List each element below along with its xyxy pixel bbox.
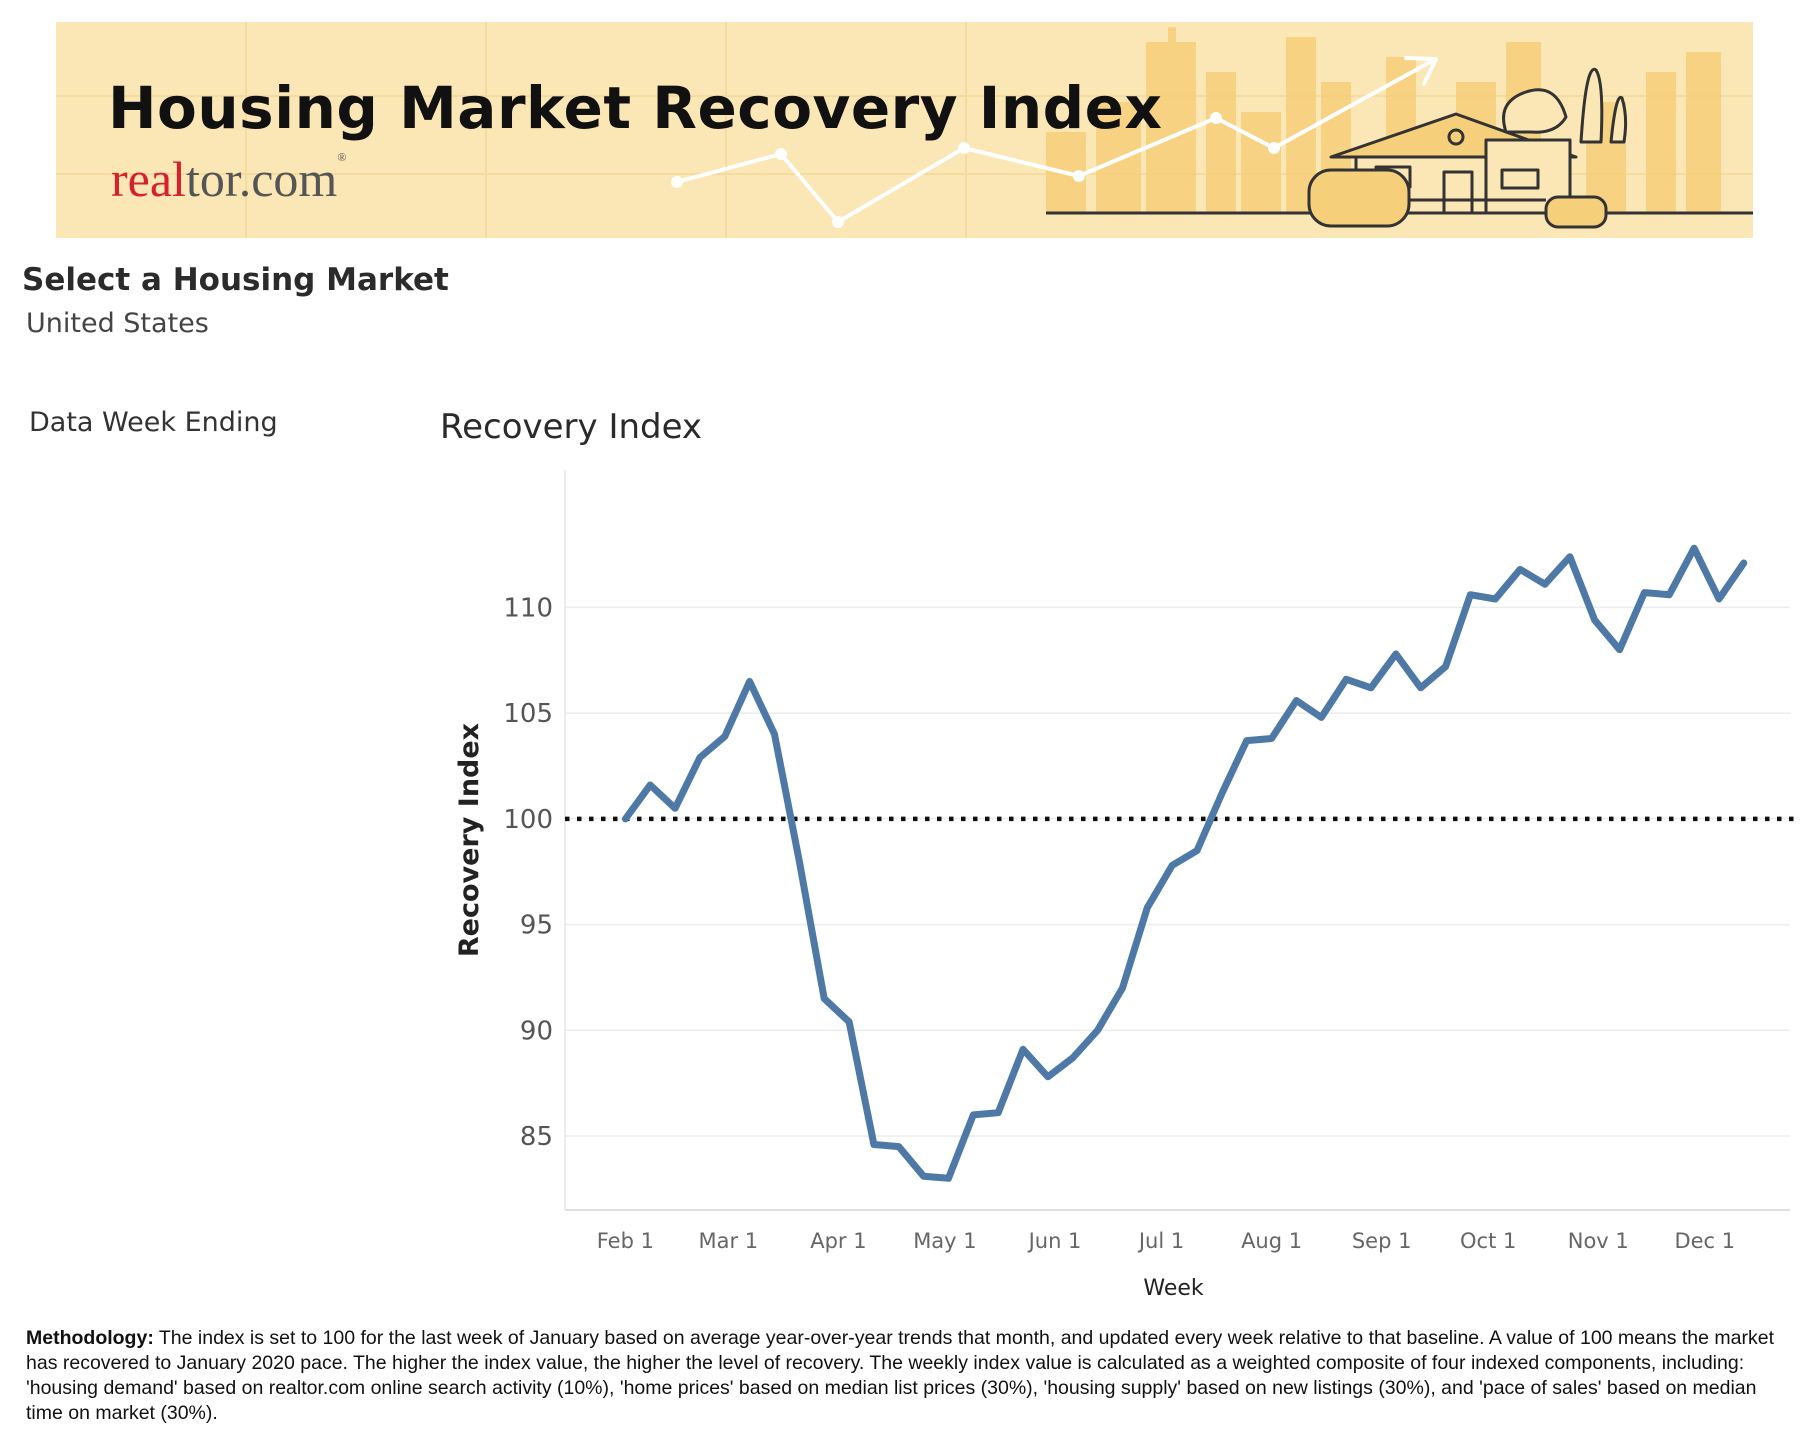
x-tick-label: Jun 1 xyxy=(1027,1229,1082,1253)
market-filter-label: Select a Housing Market xyxy=(22,262,449,298)
y-tick-label: 105 xyxy=(503,699,553,729)
x-tick-label: Oct 1 xyxy=(1460,1229,1516,1253)
banner-title: Housing Market Recovery Index xyxy=(108,74,1163,142)
x-tick-label: Nov 1 xyxy=(1568,1229,1629,1253)
x-axis-label: Week xyxy=(1143,1276,1204,1301)
chart-title: Recovery Index xyxy=(440,407,703,447)
x-tick-label: Sep 1 xyxy=(1352,1229,1412,1253)
x-tick-label: Jul 1 xyxy=(1137,1229,1184,1253)
methodology-note: Methodology: The index is set to 100 for… xyxy=(26,1326,1786,1426)
logo-text-red: real xyxy=(111,151,186,207)
x-tick-label: Dec 1 xyxy=(1674,1229,1735,1253)
y-tick-label: 95 xyxy=(520,911,553,941)
skyline-house-illustration xyxy=(56,22,1753,238)
week-filter-label: Data Week Ending xyxy=(29,407,278,438)
x-tick-label: Feb 1 xyxy=(597,1229,654,1253)
realtor-logo[interactable]: realtor.com® xyxy=(111,150,346,208)
y-tick-label: 100 xyxy=(503,805,553,835)
x-tick-label: Aug 1 xyxy=(1241,1229,1302,1253)
header-banner: Housing Market Recovery Index realtor.co… xyxy=(56,22,1753,238)
y-axis-label: Recovery Index xyxy=(454,723,485,957)
x-tick-label: May 1 xyxy=(913,1229,976,1253)
y-tick-label: 110 xyxy=(503,593,553,623)
methodology-label: Methodology: xyxy=(26,1327,154,1349)
data-points xyxy=(625,548,1744,1179)
recovery-index-line[interactable] xyxy=(621,544,1748,1182)
y-axis-ticks: 85 90 95 100 105 110 xyxy=(503,593,553,1152)
methodology-text: The index is set to 100 for the last wee… xyxy=(26,1327,1774,1424)
y-tick-label: 85 xyxy=(520,1122,553,1152)
logo-trademark: ® xyxy=(337,150,347,164)
y-tick-label: 90 xyxy=(520,1016,553,1046)
x-tick-label: Apr 1 xyxy=(810,1229,866,1253)
x-tick-label: Mar 1 xyxy=(698,1229,758,1253)
market-filter-value[interactable]: United States xyxy=(26,308,209,339)
recovery-index-chart[interactable]: 85 90 95 100 105 110 Feb 1 Mar 1 Apr 1 May 1 Jun … xyxy=(0,0,1800,1310)
x-axis-ticks: Feb 1 Mar 1 Apr 1 May 1 Jun 1 Jul 1 Aug 1 Sep 1… xyxy=(597,1229,1735,1253)
logo-text-gray: tor.com xyxy=(185,151,338,207)
